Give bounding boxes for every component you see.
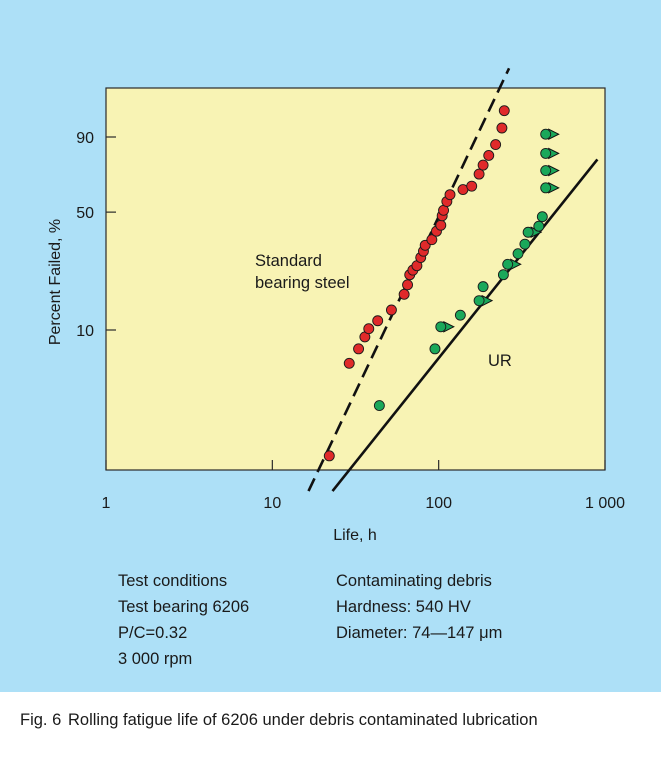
debris-conditions: Contaminating debris Hardness: 540 HV Di… (336, 568, 502, 646)
ur-point (533, 220, 545, 232)
caption-text: Rolling fatigue life of 6206 under debri… (68, 711, 538, 729)
x-tick-label: 1 000 (585, 495, 625, 512)
annotation-ur: UR (488, 352, 512, 370)
ur-point (497, 269, 509, 281)
annotation-standard-line1: Standard (255, 252, 322, 270)
y-axis-title: Percent Failed, % (47, 219, 64, 345)
ur-point (373, 400, 385, 412)
ur-point (536, 211, 548, 223)
standard-steel-point (490, 139, 502, 151)
ur-point (429, 343, 441, 355)
standard-steel-point (477, 159, 489, 171)
standard-steel-point (444, 189, 456, 201)
standard-steel-point (496, 122, 508, 134)
standard-steel-point (426, 234, 438, 246)
standard-steel-point (363, 323, 375, 335)
conditions-bearing: Test bearing 6206 (118, 598, 250, 616)
plot-area (105, 87, 606, 471)
standard-steel-point (498, 105, 510, 117)
standard-steel-point (398, 288, 410, 300)
ur-fit-line (331, 158, 599, 492)
ur-point (512, 248, 524, 260)
caption-label: Fig. 6 (20, 711, 62, 729)
standard-steel-point (483, 149, 495, 161)
x-tick-label: 100 (425, 495, 452, 512)
conditions-load-ratio: P/C=0.32 (118, 624, 188, 642)
ur-point (522, 226, 534, 238)
standard-steel-point (372, 315, 384, 327)
conditions-speed: 3 000 rpm (118, 650, 193, 668)
standard-steel-point (466, 180, 478, 192)
ur-point (519, 238, 531, 250)
debris-heading: Contaminating debris (336, 572, 492, 590)
test-conditions: Test conditions Test bearing 6206 P/C=0.… (118, 568, 249, 672)
standard-steel-point (353, 343, 365, 355)
weibull-chart: 1 10 100 1 000 10 50 90 Standard bearing steel… (47, 67, 625, 544)
ur-point (540, 182, 552, 194)
figure-caption: Fig. 6 Rolling fatigue life of 6206 under… (20, 709, 640, 731)
standard-steel-point (402, 279, 413, 291)
x-tick-label: 10 (263, 495, 281, 512)
standard-steel-point (323, 450, 335, 462)
ur-point (540, 128, 552, 140)
conditions-heading: Test conditions (118, 572, 228, 590)
ur-point (540, 165, 552, 176)
standard-steel-point (385, 304, 397, 316)
x-axis-title: Life, h (333, 527, 377, 544)
y-tick-label: 90 (76, 130, 94, 147)
debris-diameter: Diameter: 74—147 μm (336, 624, 503, 642)
x-tick-label: 1 (102, 495, 111, 512)
ur-point (454, 309, 466, 321)
ur-point (435, 321, 447, 333)
ur-point (477, 281, 489, 293)
figure-panel: 1 10 100 1 000 10 50 90 Standard bearing steel… (0, 0, 661, 692)
standard-steel-point (435, 219, 447, 231)
ur-point (502, 258, 514, 270)
annotation-standard-line2: bearing steel (255, 274, 349, 292)
y-tick-label: 10 (76, 323, 94, 340)
standard-steel-point (473, 168, 485, 180)
debris-hardness: Hardness: 540 HV (336, 598, 471, 616)
ur-point (540, 147, 552, 159)
y-tick-label: 50 (76, 205, 94, 222)
standard-steel-point (343, 357, 355, 369)
ur-point (473, 295, 485, 307)
